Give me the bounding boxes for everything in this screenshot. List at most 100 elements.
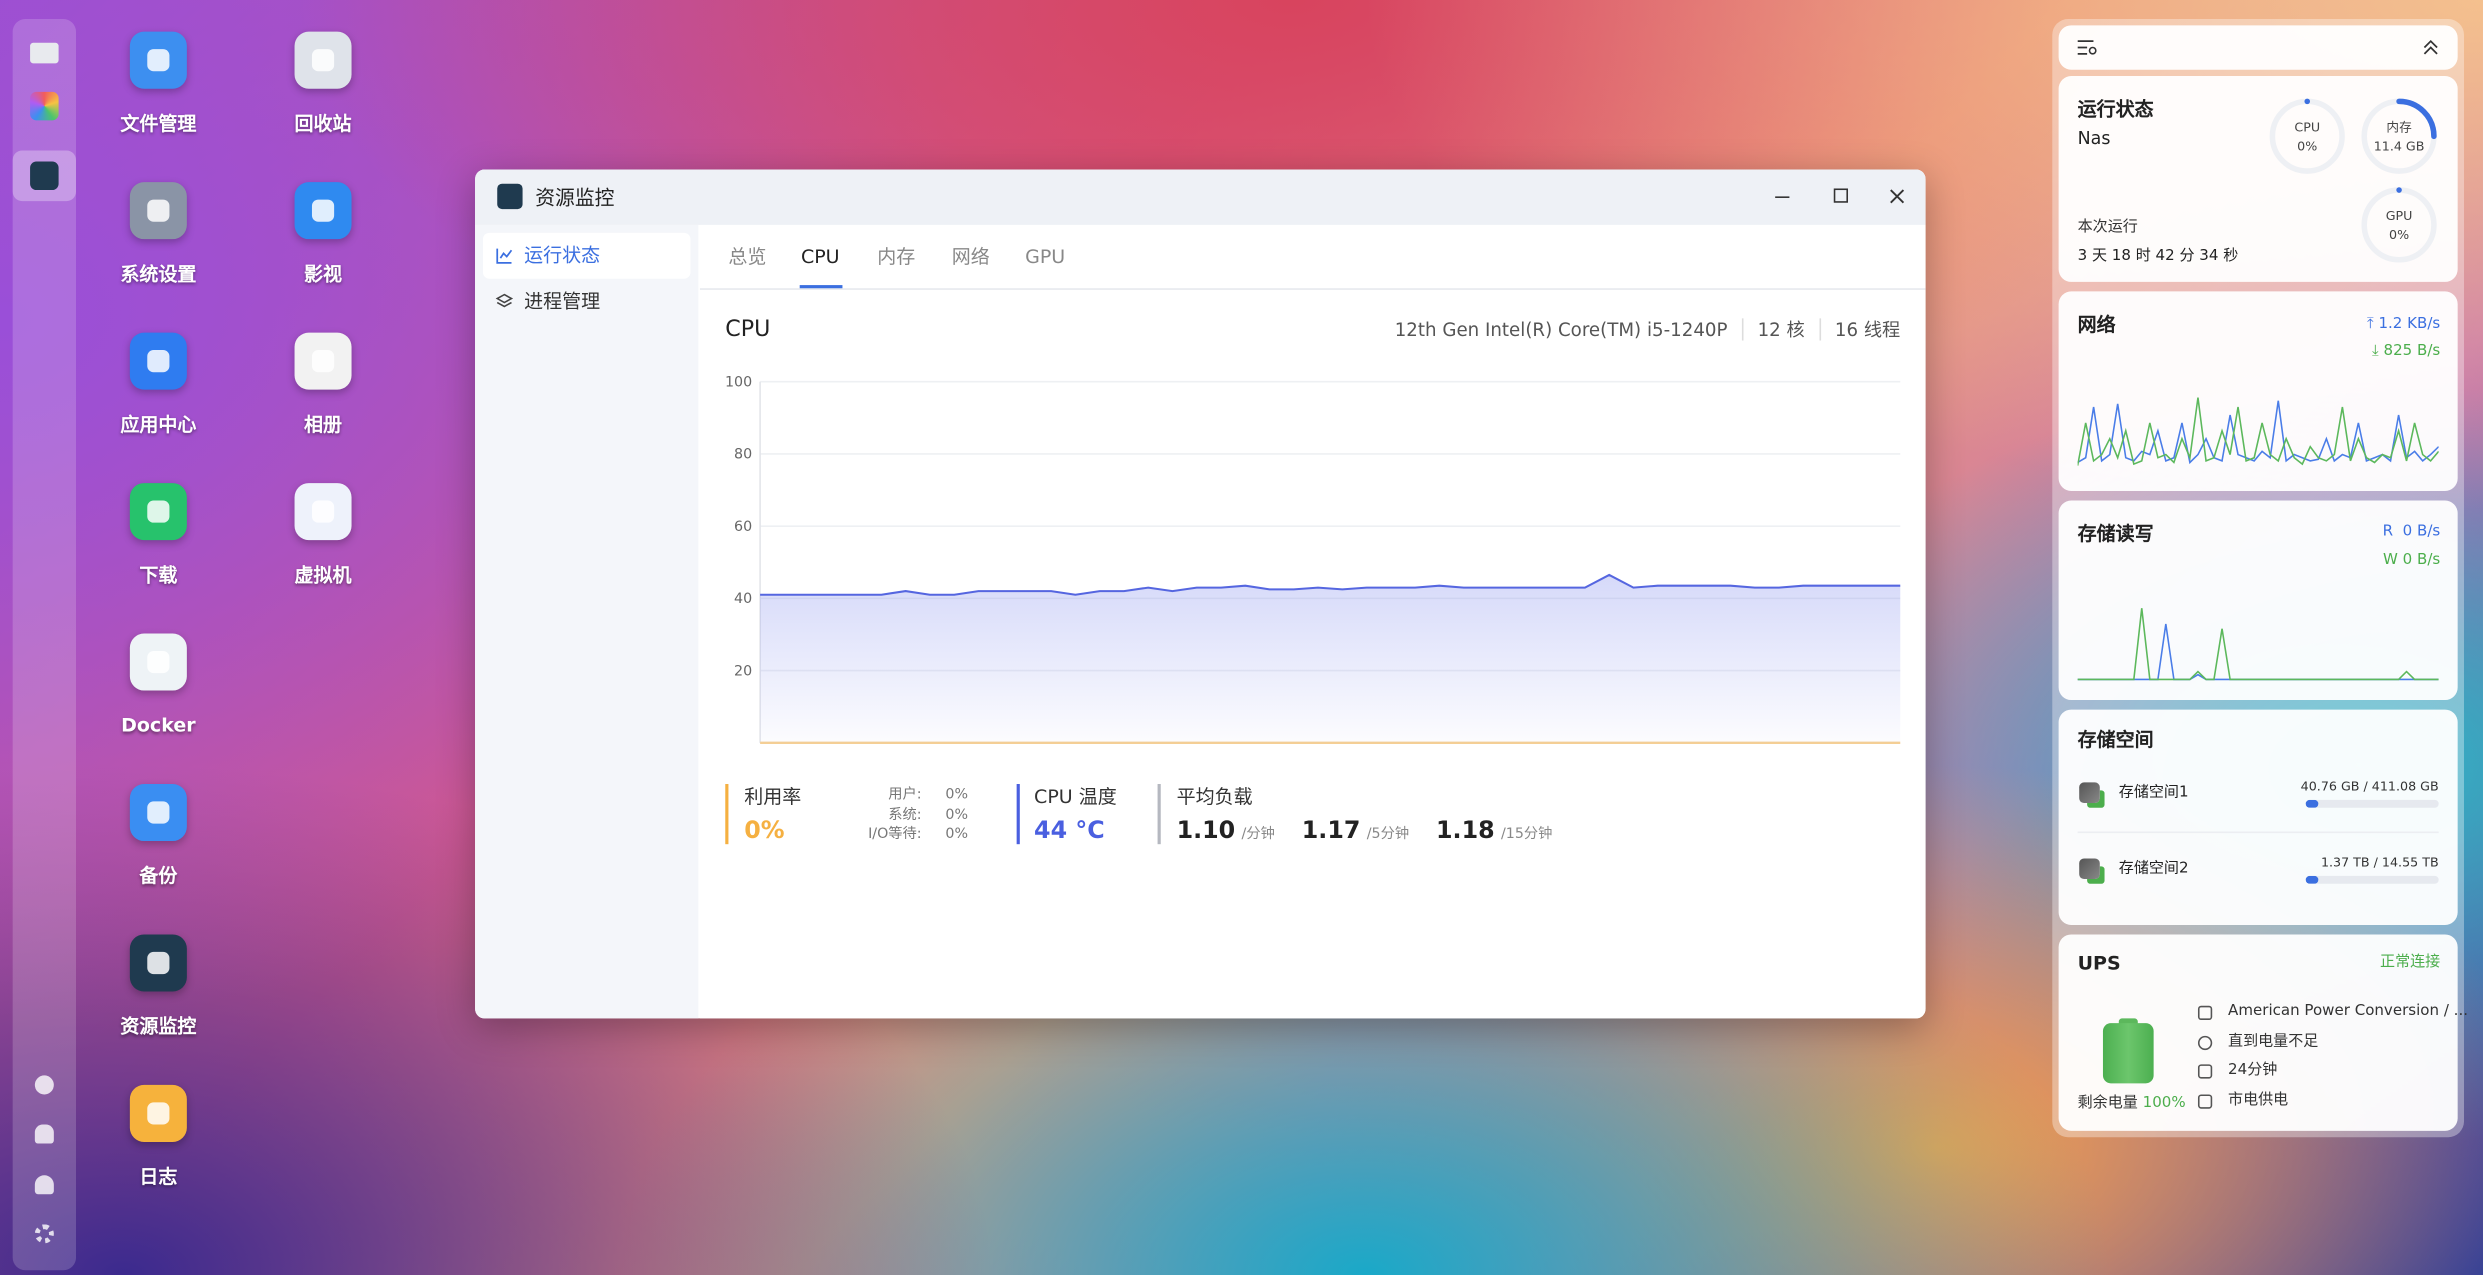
upload-value: 1.2 KB/s <box>2378 315 2441 333</box>
tab-active[interactable]: CPU <box>800 245 840 268</box>
app-icon[interactable] <box>129 1084 187 1142</box>
app-label[interactable]: 影视 <box>304 262 343 286</box>
tab[interactable]: 网络 <box>951 245 990 268</box>
app-label[interactable]: Docker <box>121 714 196 737</box>
sidebar-item-active[interactable] <box>482 232 691 279</box>
tab-underline <box>799 285 843 289</box>
gauges: CPU 0% 内存 11.4 GB GPU 0% <box>2269 98 2437 263</box>
app-icon[interactable] <box>294 332 352 390</box>
panel-toolbar <box>2058 25 2458 70</box>
window-title: 资源监控 <box>535 185 615 210</box>
volume-name[interactable]: 存储空间1 <box>2118 784 2189 802</box>
app-icon[interactable] <box>294 31 352 89</box>
download-arrow: ⤓ <box>2372 342 2384 360</box>
cpu-heading: CPU <box>725 316 771 343</box>
card-title: 存储读写 <box>2077 522 2154 545</box>
app-icon[interactable] <box>129 633 187 691</box>
tab[interactable]: 内存 <box>877 245 916 268</box>
dock-user-icon[interactable] <box>34 1175 54 1195</box>
breakdown-label: I/O等待: <box>868 826 922 843</box>
app-icon[interactable] <box>129 784 187 842</box>
volume-usage: 1.37 TB / 14.55 TB <box>2320 855 2439 870</box>
tab[interactable]: 总览 <box>728 245 767 268</box>
write-label: W <box>2382 551 2398 569</box>
breakdown-value: 0% <box>945 806 968 823</box>
title-bar: 资源监控 <box>475 169 1926 225</box>
load-label: 平均负载 <box>1176 785 1253 808</box>
host-name: Nas <box>2077 128 2111 149</box>
dock-bell-icon[interactable] <box>34 1124 54 1144</box>
sparkline <box>2077 608 2439 681</box>
y-tick-label: 40 <box>734 591 752 607</box>
app-label[interactable]: 日志 <box>139 1165 178 1188</box>
disk-io-card: 存储读写 R 0 B/s W 0 B/s <box>2058 500 2458 701</box>
app-label[interactable]: 资源监控 <box>120 1015 197 1038</box>
app-icon-glyph <box>147 650 170 674</box>
battery-cap <box>2118 1018 2138 1025</box>
panel-collapse-icon[interactable] <box>2423 39 2439 56</box>
app-icon[interactable] <box>129 332 187 390</box>
volume-name[interactable]: 存储空间2 <box>2118 860 2189 878</box>
app-label[interactable]: 回收站 <box>294 112 352 135</box>
dock-settings-icon[interactable] <box>34 1224 54 1244</box>
network-sparkline <box>2077 397 2439 466</box>
app-icon[interactable] <box>129 934 187 992</box>
gauge-label: GPU <box>2386 208 2413 223</box>
minimize-button[interactable] <box>1775 196 1790 198</box>
gauge-arc <box>2269 98 2345 174</box>
sidebar-layers-icon <box>495 293 514 308</box>
separator <box>1741 318 1744 341</box>
app-icon[interactable] <box>294 483 352 541</box>
sidebar-item[interactable]: 运行状态 <box>524 243 601 267</box>
app-icon[interactable] <box>129 182 187 240</box>
app-icon-glyph <box>311 49 335 72</box>
dock-desktop-icon[interactable] <box>30 42 59 64</box>
temperature-bar <box>1016 784 1020 845</box>
cpu-threads: 16 线程 <box>1834 318 1901 341</box>
temperature-value: 44 °C <box>1034 815 1105 845</box>
dock-apps-icon[interactable] <box>30 91 59 121</box>
divider <box>2077 831 2439 834</box>
temperature-label: CPU 温度 <box>1034 785 1117 808</box>
utilization-label: 利用率 <box>744 785 802 808</box>
y-tick-label: 20 <box>734 663 752 679</box>
card-title: 运行状态 <box>2077 98 2154 121</box>
sidebar-chart-icon <box>496 248 513 264</box>
uptime: 3 天 18 时 42 分 34 秒 <box>2077 247 2239 265</box>
app-icon[interactable] <box>129 483 187 541</box>
sparkline <box>2077 623 2439 681</box>
app-icon-glyph <box>147 199 170 222</box>
app-label[interactable]: 文件管理 <box>120 112 197 135</box>
app-label[interactable]: 备份 <box>139 864 178 887</box>
maximize-button[interactable] <box>1833 188 1849 203</box>
app-icon[interactable] <box>129 31 187 89</box>
app-icon[interactable] <box>294 182 352 240</box>
read-label: R <box>2382 522 2394 541</box>
battery-label: 剩余电量 <box>2077 1094 2138 1112</box>
app-label[interactable]: 应用中心 <box>120 413 197 436</box>
ups-detail: 24分钟 <box>2228 1061 2278 1080</box>
app-icon-glyph <box>147 951 170 975</box>
gauge-arc <box>2361 187 2437 263</box>
tab[interactable]: GPU <box>1025 245 1066 268</box>
close-button[interactable] <box>1889 188 1905 204</box>
detail-icon <box>2197 1094 2213 1109</box>
app-label[interactable]: 虚拟机 <box>294 563 352 587</box>
sidebar-item[interactable]: 进程管理 <box>524 289 601 313</box>
breakdown-label: 系统: <box>888 806 922 823</box>
app-label[interactable]: 系统设置 <box>120 262 197 286</box>
panel-settings-icon[interactable] <box>2077 40 2097 56</box>
sidebar: 运行状态 进程管理 <box>475 224 699 1019</box>
app-label[interactable]: 下载 <box>139 563 178 587</box>
load-values: 1.10/分钟 1.17/5分钟 1.18/15分钟 <box>1177 814 1553 846</box>
app-label[interactable]: 相册 <box>304 413 343 436</box>
window: 资源监控 运行状态 进程管理 总览 CPU 内存 网络 GPU CPU 12th… <box>475 169 1926 1019</box>
cpu-area <box>760 574 1901 743</box>
detail-icon <box>2197 1005 2213 1020</box>
dock-clock-icon[interactable] <box>34 1075 54 1095</box>
battery-text: 剩余电量 100% <box>2078 1091 2186 1116</box>
dock-monitor-icon[interactable] <box>30 161 59 191</box>
gauge-value: 11.4 GB <box>2374 138 2425 153</box>
